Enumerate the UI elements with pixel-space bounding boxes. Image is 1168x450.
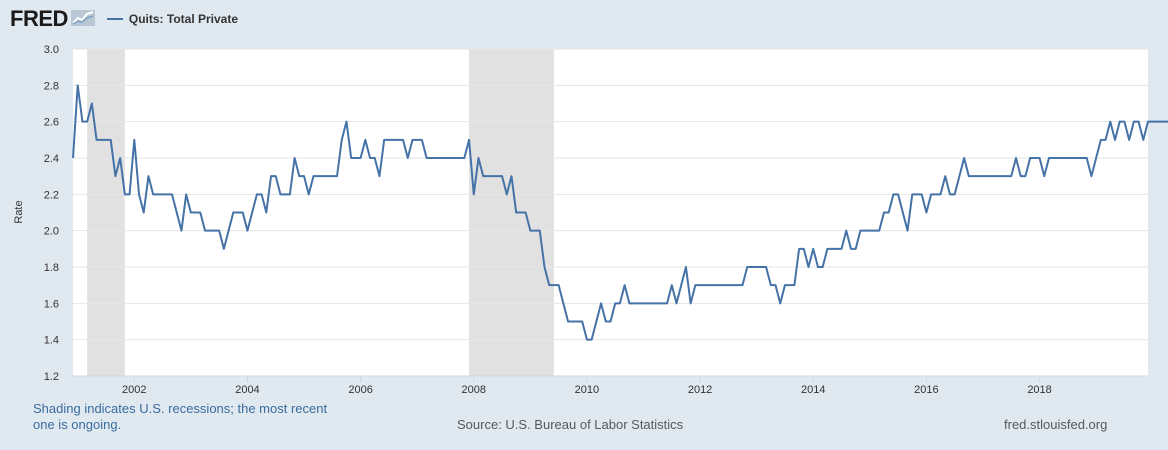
y-tick-label: 2.6	[44, 117, 59, 129]
y-axis-label: Rate	[13, 200, 25, 223]
x-tick-label: 2002	[122, 384, 146, 396]
y-tick-label: 2.8	[44, 80, 59, 92]
x-tick-label: 2004	[235, 384, 259, 396]
y-tick-label: 2.4	[44, 153, 59, 165]
y-tick-label: 1.4	[44, 335, 59, 347]
recession-band	[87, 49, 125, 376]
y-tick-label: 2.0	[44, 226, 59, 238]
x-tick-label: 2014	[801, 384, 825, 396]
fred-logo[interactable]: FRED	[10, 6, 68, 31]
recession-shading	[87, 49, 554, 376]
chart-header: FRED Quits: Total Private	[10, 6, 238, 32]
chart-line-icon	[70, 8, 95, 31]
recession-note: Shading indicates U.S. recessions; the m…	[33, 401, 328, 432]
x-tick-label: 2008	[462, 384, 486, 396]
x-tick-label: 2006	[348, 384, 372, 396]
y-tick-label: 1.6	[44, 298, 59, 310]
y-tick-label: 2.2	[44, 189, 59, 201]
y-tick-label: 1.8	[44, 262, 59, 274]
recession-band	[469, 49, 554, 376]
y-axis-ticks: 1.2 1.4 1.6 1.8 2.0 2.2 2.4 2.6 2.8 3.0	[44, 44, 59, 383]
line-chart[interactable]: 1.21.41.61.82.02.22.42.62.83.0 2002 2004 2…	[0, 0, 1168, 400]
x-tick-label: 2010	[575, 384, 599, 396]
x-tick-label: 2012	[688, 384, 712, 396]
x-axis-ticks: 2002 2004 2006 2008 2010 2012 2014 2016 2018	[73, 375, 1148, 396]
source-note: Source: U.S. Bureau of Labor Statistics	[457, 417, 684, 432]
series-line	[72, 84, 1168, 341]
legend-line-swatch	[106, 18, 123, 20]
y-tick-label: 1.2	[44, 371, 59, 383]
site-link[interactable]: fred.stlouisfed.org	[1004, 417, 1108, 432]
x-tick-label: 2016	[914, 384, 938, 396]
chart-legend[interactable]: Quits: Total Private	[106, 12, 239, 26]
legend-label: Quits: Total Private	[128, 12, 239, 26]
x-tick-label: 2018	[1027, 384, 1051, 396]
y-tick-label: 3.0	[44, 44, 59, 56]
series-layer	[72, 84, 1168, 341]
